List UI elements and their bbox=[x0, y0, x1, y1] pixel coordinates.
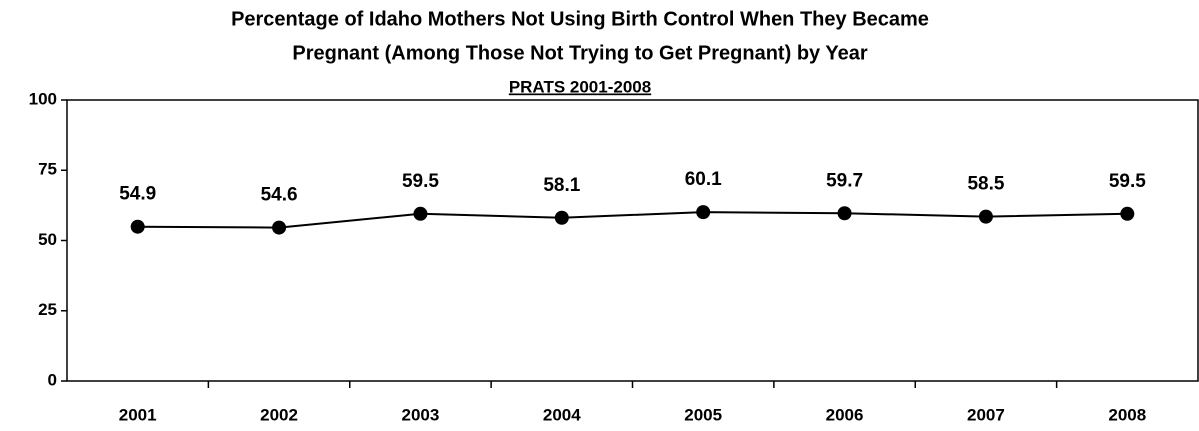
data-label: 54.6 bbox=[261, 185, 298, 206]
y-tick-label: 75 bbox=[38, 160, 57, 179]
data-label: 58.5 bbox=[967, 174, 1004, 195]
data-point bbox=[837, 206, 852, 221]
chart-title: Pregnant (Among Those Not Trying to Get … bbox=[292, 42, 867, 64]
data-label: 59.5 bbox=[1109, 171, 1146, 192]
x-tick-label: 2008 bbox=[1108, 405, 1146, 424]
chart-title: Percentage of Idaho Mothers Not Using Bi… bbox=[231, 8, 929, 30]
y-tick-label: 25 bbox=[38, 300, 57, 319]
data-point bbox=[978, 209, 993, 224]
data-point bbox=[130, 219, 145, 234]
x-tick-label: 2002 bbox=[260, 405, 298, 424]
x-tick-label: 2004 bbox=[543, 405, 581, 424]
x-tick-label: 2006 bbox=[826, 405, 864, 424]
y-tick-label: 50 bbox=[38, 230, 57, 249]
data-point bbox=[554, 210, 569, 225]
data-label: 58.1 bbox=[543, 175, 580, 196]
data-line bbox=[137, 211, 1128, 229]
data-point bbox=[1120, 206, 1135, 221]
data-label: 59.7 bbox=[826, 170, 863, 191]
x-tick-label: 2001 bbox=[119, 405, 157, 424]
data-point bbox=[272, 220, 287, 235]
data-point bbox=[413, 206, 428, 221]
x-tick-label: 2005 bbox=[684, 405, 722, 424]
data-label: 54.9 bbox=[119, 184, 156, 205]
x-tick-label: 2003 bbox=[402, 405, 440, 424]
data-point bbox=[696, 205, 711, 220]
y-tick-label: 100 bbox=[29, 89, 57, 108]
plot-frame bbox=[66, 99, 1199, 382]
chart-subtitle: PRATS 2001-2008 bbox=[509, 77, 651, 96]
y-tick-label: 0 bbox=[48, 370, 57, 389]
x-tick-label: 2007 bbox=[967, 405, 1005, 424]
data-label: 60.1 bbox=[685, 169, 722, 190]
data-label: 59.5 bbox=[402, 171, 439, 192]
